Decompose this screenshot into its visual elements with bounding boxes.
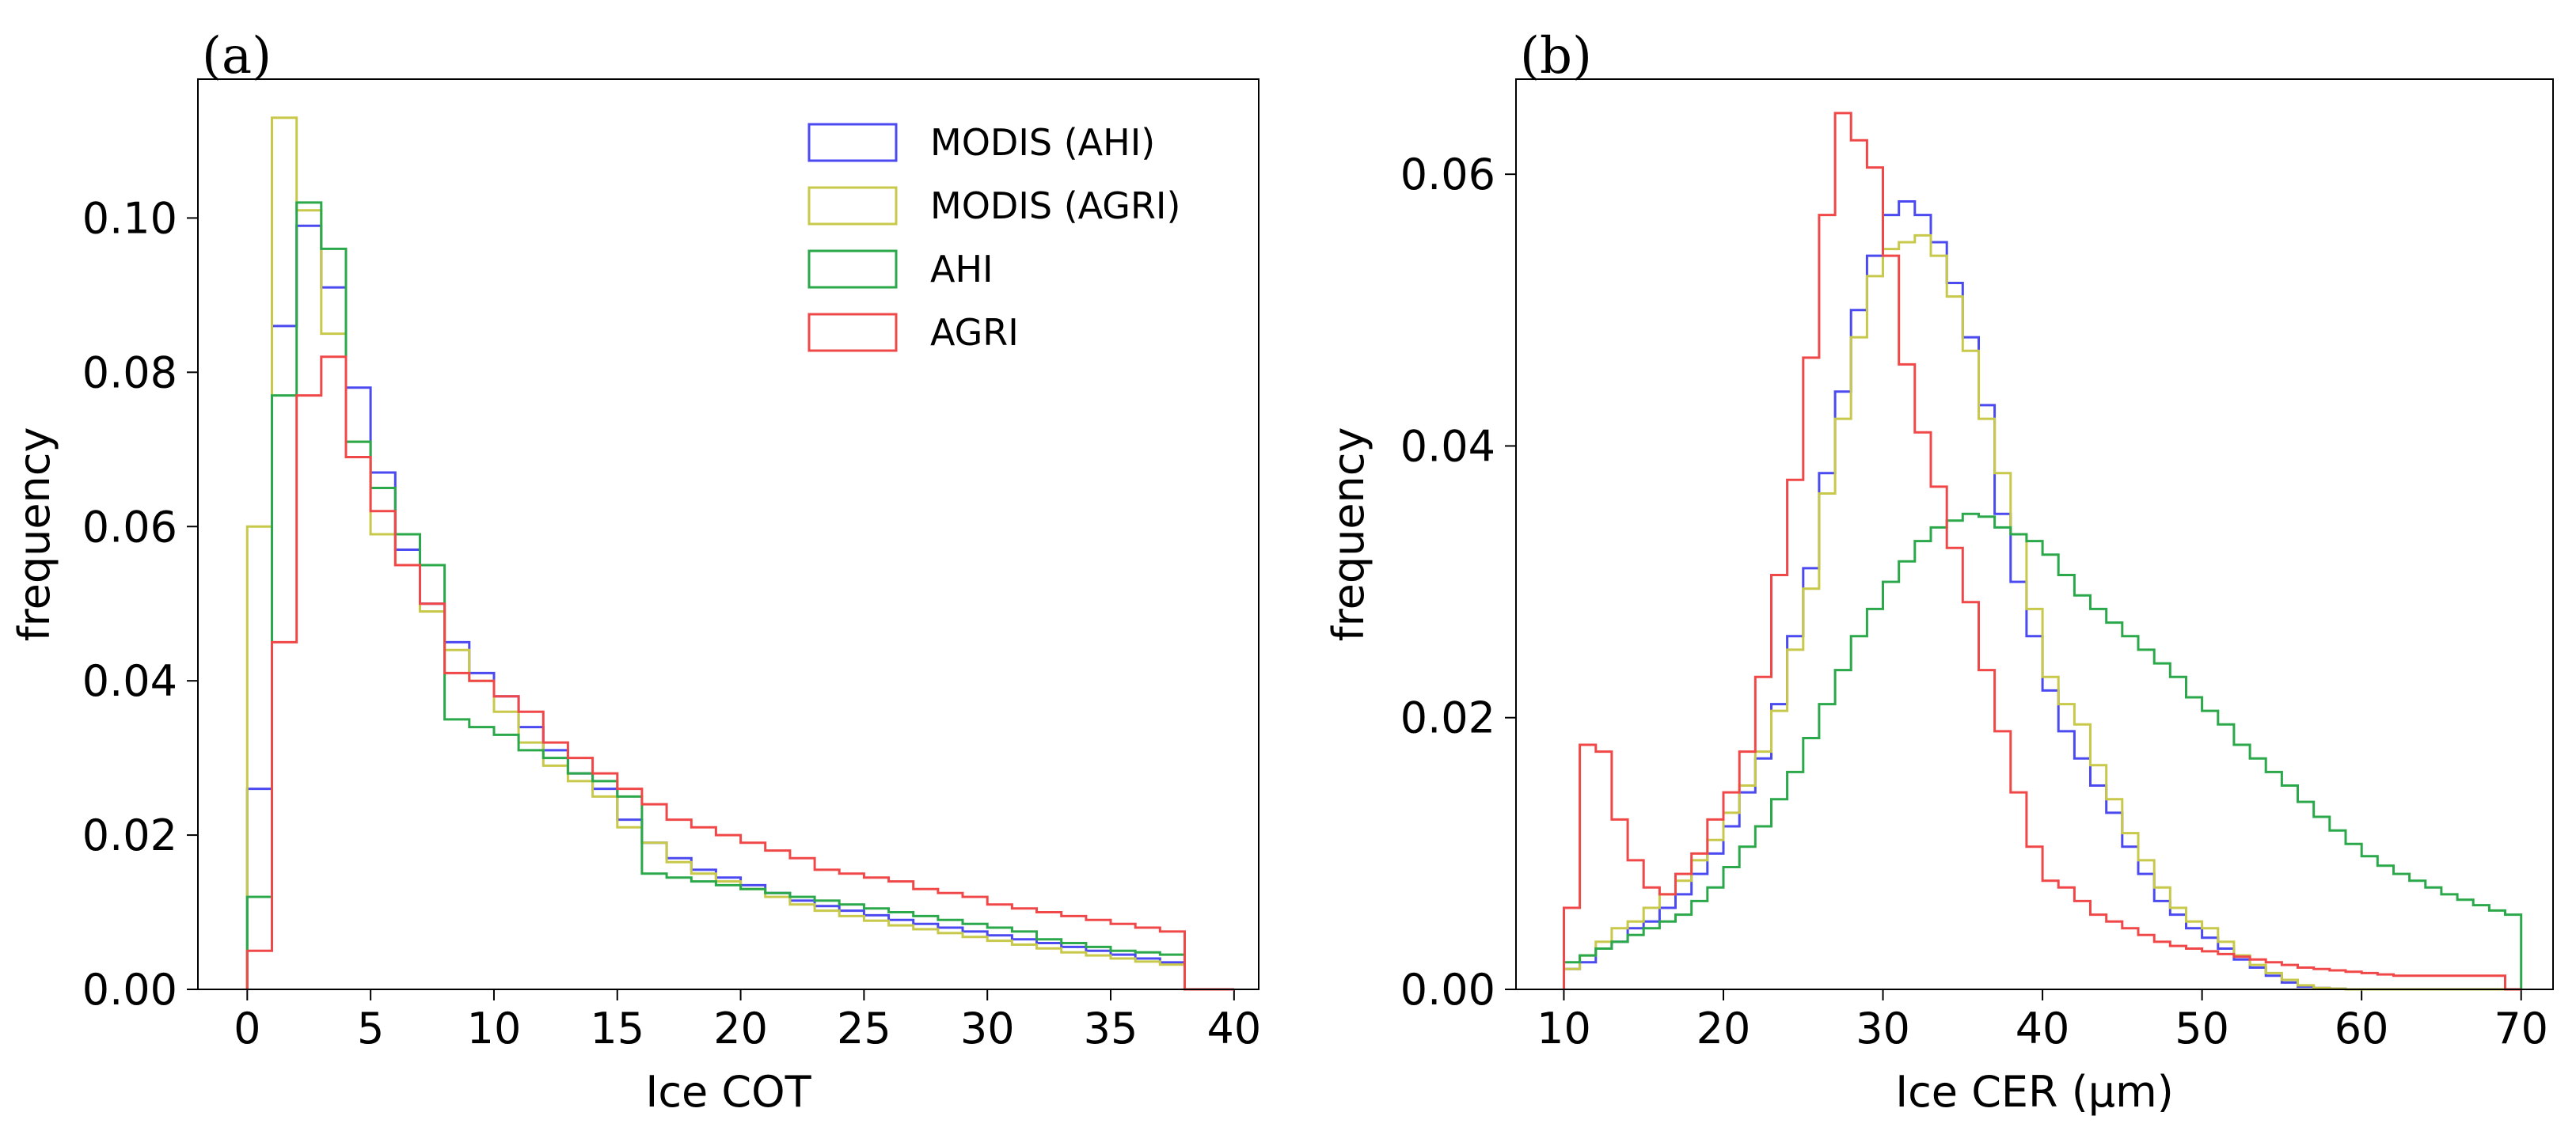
legend-label-modis-agri: MODIS (AGRI) xyxy=(930,184,1180,227)
series-modis-ahi xyxy=(245,224,1234,991)
panel-a: (a) 0 5 10 15 20 25 30 35 40 0.00 0.02 0.04 0.06 0.08… xyxy=(9,27,1261,1117)
x-tick-label: 20 xyxy=(1696,1004,1751,1053)
legend-swatch-modis-agri xyxy=(807,186,898,226)
y-tick-label: 0.08 xyxy=(82,347,177,397)
panel-a-series xyxy=(245,116,1234,991)
x-tick-label: 30 xyxy=(960,1004,1015,1053)
panel-a-x-axis-label: Ice COT xyxy=(645,1067,811,1117)
x-tick-label: 40 xyxy=(1206,1004,1261,1053)
x-tick-label: 10 xyxy=(1537,1004,1591,1053)
x-tick-label: 0 xyxy=(234,1004,260,1053)
y-tick-label: 0.02 xyxy=(1400,693,1495,743)
y-tick-label: 0.06 xyxy=(1400,150,1495,199)
legend-swatch-modis-ahi xyxy=(807,123,898,162)
x-tick-label: 35 xyxy=(1084,1004,1138,1053)
panel-b-y-axis-label: frequency xyxy=(1324,427,1373,642)
x-tick-label: 30 xyxy=(1856,1004,1910,1053)
legend-swatch-ahi xyxy=(807,249,898,289)
legend-label-ahi: AHI xyxy=(930,248,994,290)
panel-b-ticks: 10 20 30 40 50 60 70 0.00 0.02 0.04 0.06 xyxy=(1400,150,2548,1053)
x-tick-label: 10 xyxy=(467,1004,522,1053)
x-tick-label: 60 xyxy=(2335,1004,2389,1053)
series-agri xyxy=(1563,112,2521,991)
panel-a-ticks: 0 5 10 15 20 25 30 35 40 0.00 0.02 0.04 0.06 0.08 0.10 xyxy=(82,193,1261,1053)
legend-swatch-agri xyxy=(807,313,898,352)
x-tick-label: 70 xyxy=(2494,1004,2548,1053)
series-agri xyxy=(245,355,1234,991)
panel-b-x-axis-label: Ice CER (μm) xyxy=(1895,1067,2174,1117)
panel-a-frame xyxy=(197,78,1260,990)
y-tick-label: 0.00 xyxy=(1400,965,1495,1015)
x-tick-label: 40 xyxy=(2016,1004,2070,1053)
x-tick-label: 5 xyxy=(357,1004,384,1053)
series-ahi xyxy=(1563,512,2523,989)
panel-b: (b) 10 20 30 40 50 60 70 0.00 0.02 0.04 0.06 Ice C… xyxy=(1324,27,2554,1117)
series-modis-ahi xyxy=(1563,200,2521,991)
panel-b-label: (b) xyxy=(1520,27,1592,85)
series-ahi xyxy=(245,201,1234,991)
y-tick-label: 0.06 xyxy=(82,502,177,552)
panel-a-y-axis-label: frequency xyxy=(9,427,59,642)
legend-label-modis-ahi: MODIS (AHI) xyxy=(930,121,1155,164)
panel-b-series xyxy=(1563,112,2523,991)
panel-b-frame xyxy=(1515,78,2554,990)
y-tick-label: 0.04 xyxy=(1400,421,1495,471)
panel-a-legend: MODIS (AHI) MODIS (AGRI) AHI AGRI xyxy=(807,121,1180,354)
y-tick-label: 0.04 xyxy=(82,656,177,706)
x-tick-label: 50 xyxy=(2175,1004,2229,1053)
panel-a-label: (a) xyxy=(202,27,272,85)
y-tick-label: 0.00 xyxy=(82,965,177,1015)
y-tick-label: 0.02 xyxy=(82,810,177,860)
x-tick-label: 15 xyxy=(590,1004,644,1053)
x-tick-label: 20 xyxy=(713,1004,768,1053)
x-tick-label: 25 xyxy=(837,1004,891,1053)
y-tick-label: 0.10 xyxy=(82,193,177,243)
legend-label-agri: AGRI xyxy=(930,311,1019,354)
